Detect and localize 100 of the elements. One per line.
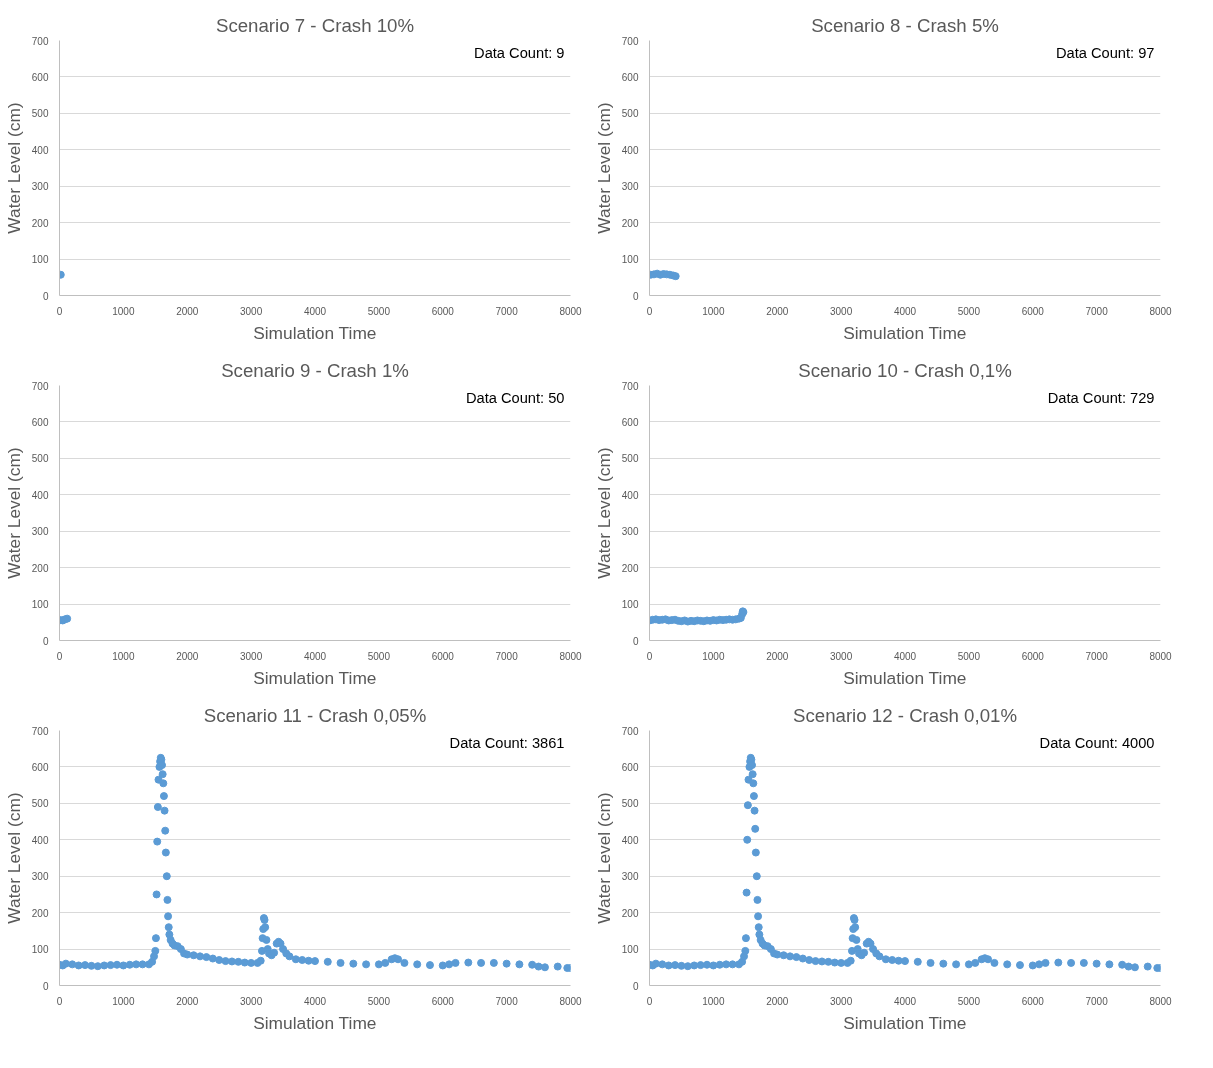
y-tick-label: 700 — [621, 380, 639, 392]
y-tick-label: 0 — [42, 980, 49, 992]
x-tick-label: 0 — [646, 995, 653, 1007]
y-tick-label: 100 — [621, 599, 639, 611]
y-tick-label: 0 — [632, 980, 639, 992]
x-axis-title: Simulation Time — [843, 667, 967, 688]
y-tick-label: 300 — [31, 871, 49, 883]
y-tick-label: 600 — [31, 416, 49, 428]
x-tick-label: 0 — [56, 305, 63, 317]
x-tick-label: 2000 — [176, 650, 199, 662]
x-axis-title: Simulation Time — [843, 1012, 967, 1033]
x-tick-label: 7000 — [495, 995, 519, 1007]
x-tick-label: 0 — [56, 995, 63, 1007]
x-tick-label: 3000 — [240, 995, 263, 1007]
x-tick-label: 3000 — [830, 995, 853, 1007]
chart-title: Scenario 11 - Crash 0,05% — [203, 704, 427, 726]
y-axis-title: Water Level (cm) — [3, 102, 24, 234]
y-tick-label: 200 — [31, 562, 49, 574]
x-tick-label: 5000 — [957, 305, 981, 317]
x-tick-label: 8000 — [559, 995, 583, 1007]
annotation: Data Count: 9 — [474, 44, 565, 61]
y-tick-label: 700 — [621, 35, 639, 47]
x-tick-label: 4000 — [303, 305, 327, 317]
y-tick-label: 500 — [31, 798, 49, 810]
x-tick-label: 1000 — [112, 650, 135, 662]
y-tick-label: 700 — [621, 725, 639, 737]
chart-title: Scenario 7 - Crash 10% — [215, 14, 415, 36]
x-tick-label: 5000 — [957, 650, 981, 662]
x-tick-label: 4000 — [893, 650, 917, 662]
y-tick-label: 0 — [632, 635, 639, 647]
x-tick-label: 8000 — [559, 305, 583, 317]
y-tick-label: 300 — [31, 526, 49, 538]
y-tick-label: 400 — [31, 144, 49, 156]
x-tick-label: 2000 — [766, 650, 789, 662]
x-tick-label: 0 — [646, 305, 653, 317]
y-tick-label: 300 — [621, 181, 639, 193]
x-tick-label: 8000 — [1149, 995, 1173, 1007]
x-tick-label: 3000 — [830, 305, 853, 317]
x-tick-label: 7000 — [1085, 305, 1109, 317]
x-tick-label: 7000 — [495, 650, 519, 662]
y-tick-label: 300 — [31, 181, 49, 193]
x-tick-label: 3000 — [830, 650, 853, 662]
y-tick-label: 100 — [621, 254, 639, 266]
y-axis-title: Water Level (cm) — [593, 447, 614, 579]
chart-title: Scenario 9 - Crash 1% — [221, 359, 409, 381]
x-tick-label: 8000 — [1149, 650, 1173, 662]
y-tick-label: 400 — [621, 144, 639, 156]
y-tick-label: 700 — [31, 725, 49, 737]
y-tick-label: 600 — [31, 761, 49, 773]
y-tick-label: 600 — [621, 416, 639, 428]
y-tick-label: 200 — [621, 562, 639, 574]
y-tick-label: 600 — [31, 71, 49, 83]
y-tick-label: 400 — [31, 834, 49, 846]
x-tick-label: 0 — [56, 650, 63, 662]
x-tick-label: 5000 — [367, 650, 391, 662]
y-tick-label: 100 — [31, 599, 49, 611]
y-tick-label: 700 — [31, 380, 49, 392]
y-tick-label: 200 — [621, 907, 639, 919]
y-tick-label: 200 — [31, 907, 49, 919]
y-tick-label: 500 — [31, 108, 49, 120]
y-axis-title: Water Level (cm) — [3, 792, 24, 924]
y-axis-title: Water Level (cm) — [3, 447, 24, 579]
y-tick-label: 0 — [42, 290, 49, 302]
x-tick-label: 4000 — [303, 995, 327, 1007]
y-tick-label: 500 — [621, 108, 639, 120]
x-tick-label: 5000 — [957, 995, 981, 1007]
x-tick-label: 6000 — [1021, 995, 1045, 1007]
x-tick-label: 6000 — [431, 995, 455, 1007]
x-tick-label: 3000 — [240, 305, 263, 317]
x-tick-label: 7000 — [495, 305, 519, 317]
y-tick-label: 100 — [31, 254, 49, 266]
x-tick-label: 2000 — [176, 995, 199, 1007]
x-tick-label: 4000 — [893, 305, 917, 317]
chart-title: Scenario 8 - Crash 5% — [811, 14, 999, 36]
x-tick-label: 2000 — [766, 305, 789, 317]
y-tick-label: 200 — [31, 217, 49, 229]
x-tick-label: 1000 — [702, 650, 725, 662]
y-tick-label: 600 — [621, 761, 639, 773]
annotation: Data Count: 729 — [1047, 389, 1155, 406]
y-tick-label: 500 — [621, 453, 639, 465]
y-tick-label: 300 — [621, 871, 639, 883]
x-tick-label: 6000 — [1021, 650, 1045, 662]
y-tick-label: 500 — [621, 798, 639, 810]
x-tick-label: 4000 — [303, 650, 327, 662]
x-axis-title: Simulation Time — [253, 322, 377, 343]
y-tick-label: 200 — [621, 217, 639, 229]
x-tick-label: 5000 — [367, 995, 391, 1007]
x-tick-label: 0 — [646, 650, 653, 662]
x-axis-title: Simulation Time — [843, 322, 967, 343]
x-tick-label: 1000 — [702, 995, 725, 1007]
annotation: Data Count: 3861 — [449, 734, 565, 751]
x-tick-label: 8000 — [559, 650, 583, 662]
annotation: Data Count: 4000 — [1039, 734, 1155, 751]
x-tick-label: 8000 — [1149, 305, 1173, 317]
y-axis-title: Water Level (cm) — [593, 792, 614, 924]
y-tick-label: 100 — [621, 944, 639, 956]
x-tick-label: 1000 — [112, 995, 135, 1007]
x-tick-label: 2000 — [766, 995, 789, 1007]
chart-title: Scenario 10 - Crash 0,1% — [798, 359, 1012, 381]
x-tick-label: 6000 — [431, 650, 455, 662]
